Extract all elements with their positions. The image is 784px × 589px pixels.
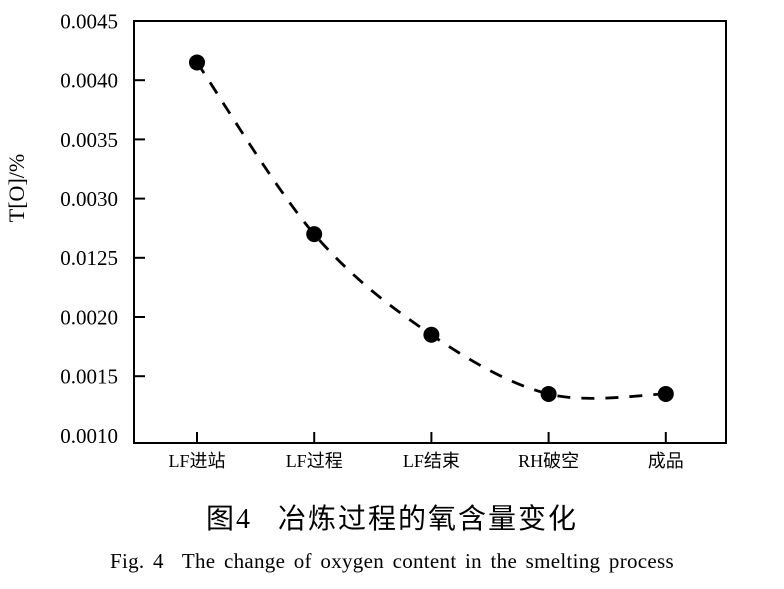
- x-tick-label: RH破空: [518, 451, 579, 471]
- figure-number-cn: 图4: [205, 504, 252, 535]
- data-point: [189, 54, 205, 71]
- figure-title-en: The change of oxygen content in the smel…: [181, 549, 674, 573]
- figure-caption-english: Fig. 4 The change of oxygen content in th…: [0, 549, 784, 574]
- x-tick-label: LF进站: [168, 451, 225, 471]
- figure-number-en: Fig. 4: [110, 549, 164, 573]
- data-point: [540, 385, 557, 402]
- y-tick-label: 0.0125: [60, 246, 118, 270]
- y-tick-label: 0.0035: [60, 128, 118, 152]
- plot-border: [133, 20, 727, 444]
- y-tick-label: 0.0020: [60, 305, 118, 329]
- y-tick-label: 0.0030: [60, 187, 118, 211]
- data-point: [657, 385, 674, 402]
- data-line: [195, 61, 666, 400]
- data-point: [423, 326, 440, 343]
- y-tick-label: 0.0040: [60, 69, 118, 93]
- x-tick-label: LF过程: [286, 451, 343, 471]
- y-tick-label: 0.0010: [60, 424, 118, 448]
- data-point: [306, 226, 323, 243]
- figure-title-cn: 冶炼过程的氧含量变化: [278, 504, 579, 535]
- oxygen-content-chart: 0.0045 0.0040 0.0035 0.0030 0.0125 0.0020 0.00…: [4, 9, 727, 471]
- x-tick-label: 成品: [648, 451, 684, 471]
- y-tick-label: 0.0015: [60, 365, 118, 389]
- y-tick-label: 0.0045: [60, 9, 118, 33]
- y-axis-label: T[O]/%: [4, 154, 29, 222]
- figure-caption-chinese: 图4 冶炼过程的氧含量变化: [0, 497, 784, 537]
- x-tick-label: LF结束: [403, 451, 460, 471]
